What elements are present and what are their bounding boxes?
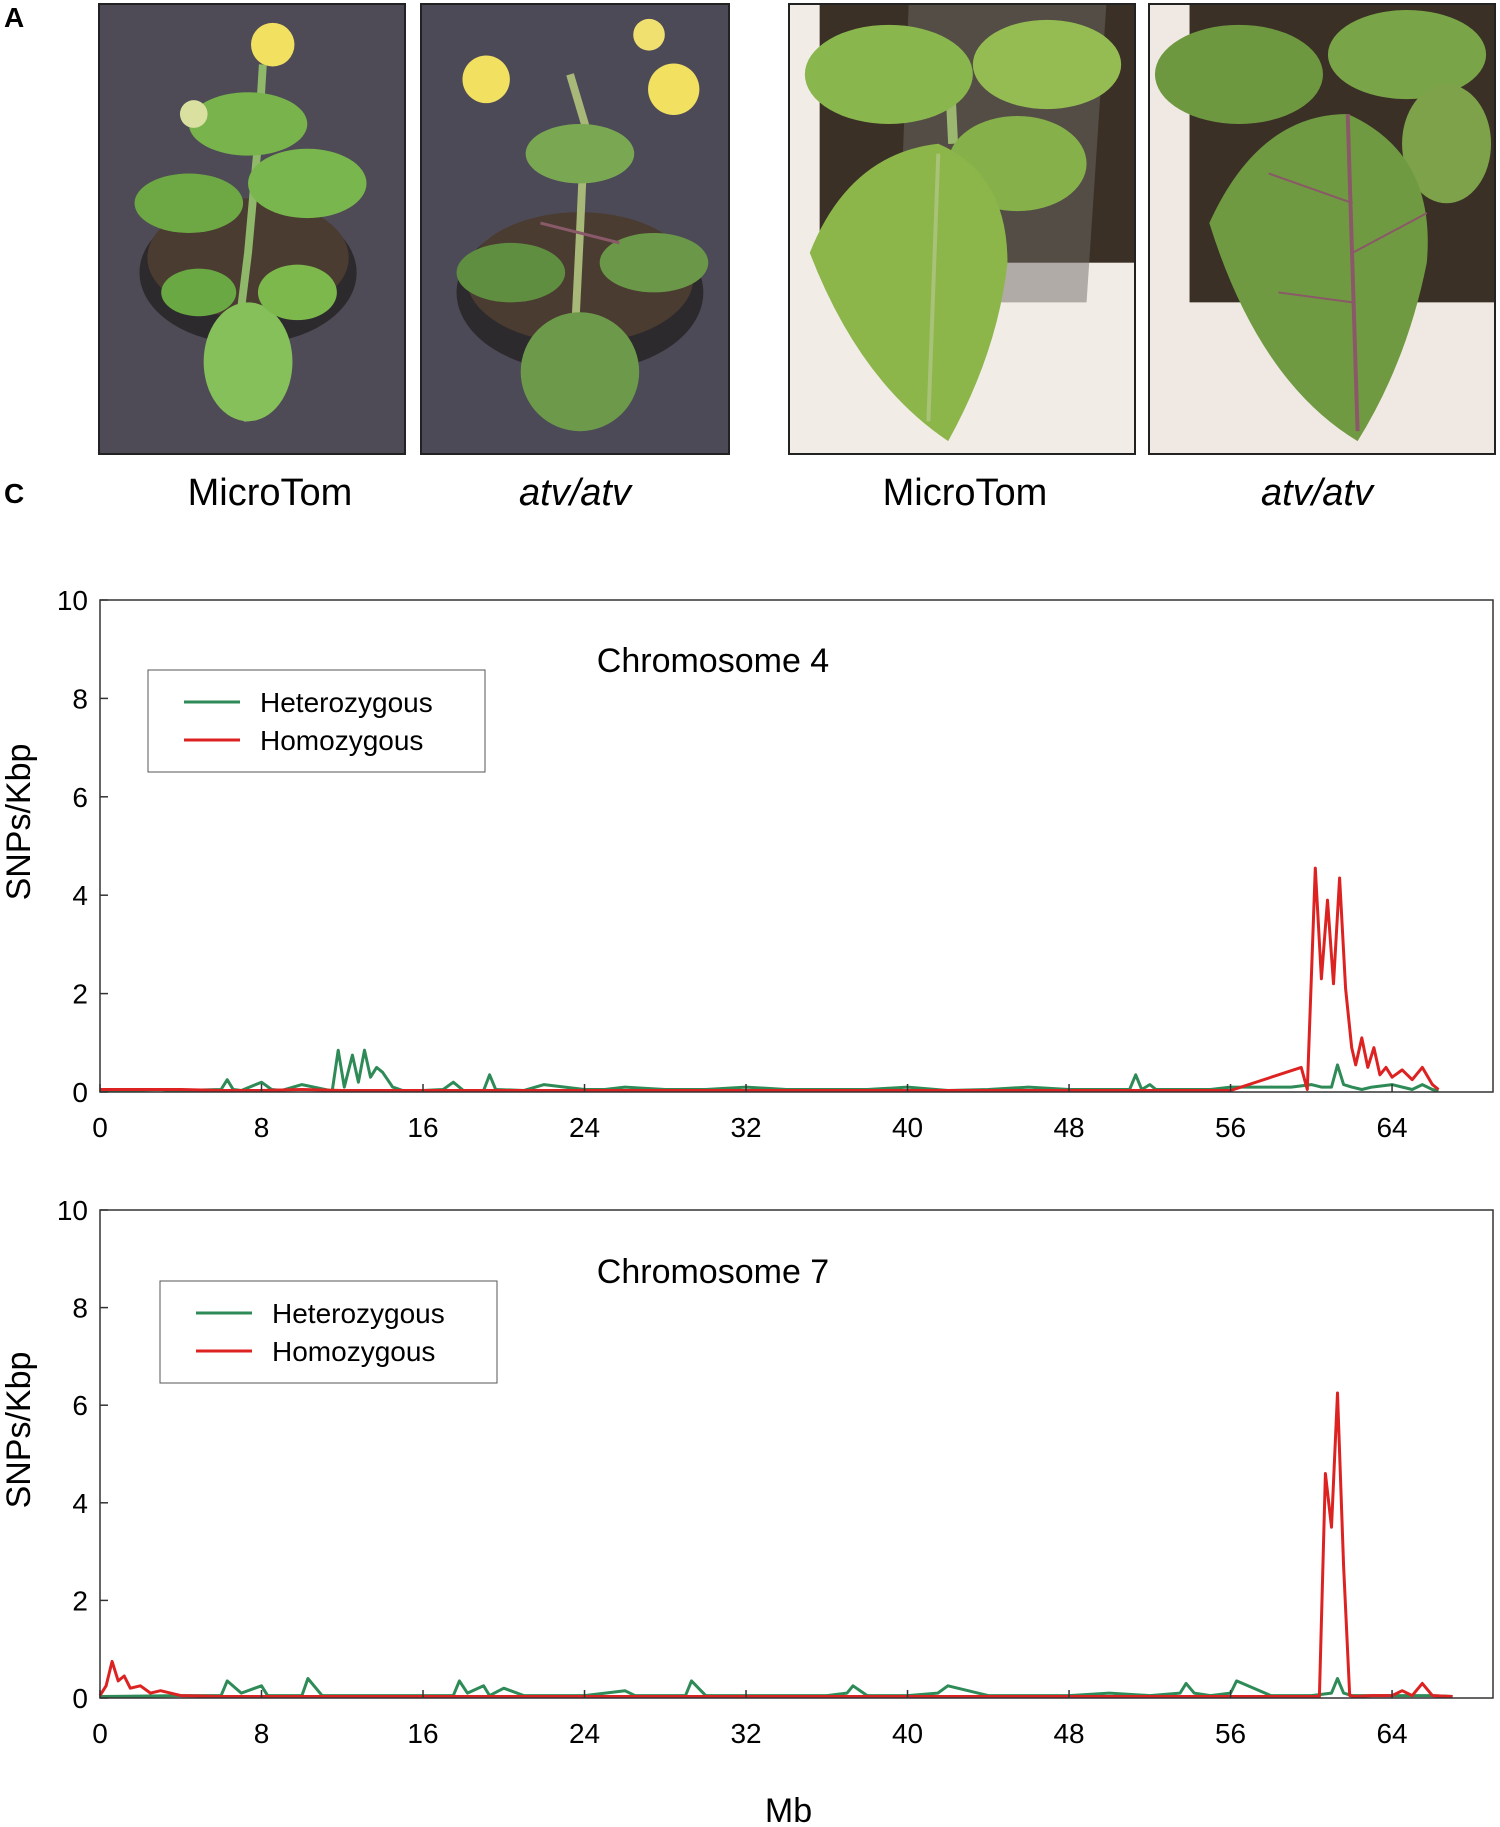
caption-a-atv: atv/atv — [519, 472, 631, 514]
series-line-homozygous-chart-1 — [100, 866, 1440, 1092]
legend-label-heterozygous: Heterozygous — [272, 1298, 445, 1329]
x-tick-label: 16 — [407, 1112, 438, 1143]
x-tick-label: 64 — [1376, 1112, 1407, 1143]
series-line-heterozygous-chart-1 — [99, 1048, 1439, 1093]
x-tick-label: 16 — [407, 1718, 438, 1749]
x-tick-label: 56 — [1215, 1112, 1246, 1143]
y-tick-label: 0 — [72, 1077, 88, 1108]
x-tick-label: 8 — [254, 1718, 270, 1749]
y-tick-label: 4 — [72, 1488, 88, 1519]
legend-label-homozygous: Homozygous — [272, 1336, 435, 1367]
series-line-homozygous-chart-2 — [98, 1391, 1453, 1698]
y-axis-label: SNPs/Kbp — [0, 1352, 38, 1509]
caption-b-microtom: MicroTom — [882, 472, 1048, 514]
x-tick-label: 32 — [730, 1718, 761, 1749]
x-tick-label: 40 — [892, 1718, 923, 1749]
y-tick-label: 2 — [72, 1585, 88, 1616]
x-tick-label: 48 — [1053, 1718, 1084, 1749]
x-tick-label: 64 — [1376, 1718, 1407, 1749]
caption-a-microtom: MicroTom — [187, 472, 353, 514]
panel-letter-c: C — [4, 478, 25, 509]
y-tick-label: 2 — [72, 979, 88, 1010]
caption-b-atv: atv/atv — [1261, 472, 1373, 514]
x-tick-label: 0 — [92, 1718, 108, 1749]
x-tick-label: 24 — [569, 1112, 600, 1143]
y-tick-label: 8 — [72, 1293, 88, 1324]
atv-leaf-photo — [1148, 3, 1496, 455]
y-tick-label: 6 — [72, 782, 88, 813]
x-tick-label: 32 — [730, 1112, 761, 1143]
chart-title: Chromosome 7 — [597, 1253, 829, 1291]
plot-frame-chart-2 — [99, 1209, 1494, 1699]
x-tick-label: 24 — [569, 1718, 600, 1749]
y-tick-label: 4 — [72, 880, 88, 911]
y-tick-label: 10 — [57, 1195, 88, 1226]
y-tick-label: 8 — [72, 683, 88, 714]
y-tick-label: 10 — [57, 585, 88, 616]
legend-label-heterozygous: Heterozygous — [260, 687, 433, 718]
x-tick-label: 56 — [1215, 1718, 1246, 1749]
series-line-heterozygous-chart-2 — [99, 1677, 1453, 1698]
chart-title: Chromosome 4 — [597, 642, 829, 680]
x-tick-label: 48 — [1053, 1112, 1084, 1143]
x-tick-label: 8 — [254, 1112, 270, 1143]
legend-label-homozygous: Homozygous — [260, 725, 423, 756]
y-tick-label: 6 — [72, 1390, 88, 1421]
panel-letter-a: A — [4, 2, 25, 33]
plot-frame-chart-1 — [99, 599, 1494, 1093]
legend-box — [147, 669, 486, 773]
microtom-leaf-photo — [788, 3, 1136, 455]
y-axis-label: SNPs/Kbp — [0, 744, 38, 901]
atv-whole-plant-photo — [420, 3, 730, 455]
y-tick-label: 0 — [72, 1683, 88, 1714]
x-tick-label: 0 — [92, 1112, 108, 1143]
x-axis-label: Mb — [765, 1792, 812, 1827]
microtom-whole-plant-photo — [98, 3, 406, 455]
legend-box — [159, 1280, 498, 1384]
x-tick-label: 40 — [892, 1112, 923, 1143]
